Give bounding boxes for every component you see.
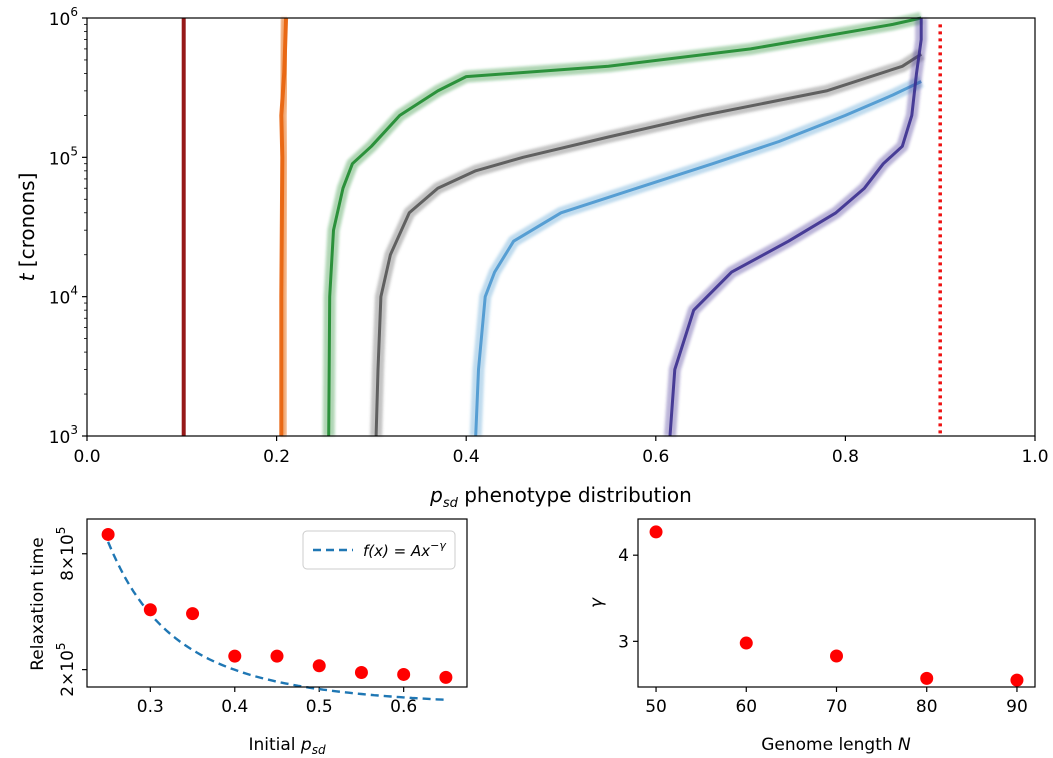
main-y-ticks: 103 104 105 106 [49, 5, 87, 448]
br-y-tick-label: 3 [618, 632, 629, 652]
gamma-point [649, 525, 663, 539]
bl-y-ticks: 2×105 8×105 [54, 527, 87, 697]
relaxation-point [186, 607, 200, 621]
main-y-tick-label: 103 [49, 423, 78, 448]
fit-curve [106, 541, 446, 701]
bl-x-ticks: 0.3 0.4 0.5 0.6 [137, 687, 417, 717]
series-4-band [469, 76, 924, 437]
legend-box [302, 530, 456, 570]
gamma-point [1010, 673, 1024, 687]
main-plot-frame [86, 17, 1036, 437]
main-x-tick-label: 0.8 [832, 447, 859, 467]
bl-x-tick-label: 0.6 [390, 697, 417, 717]
br-plot-frame [637, 518, 1036, 688]
series-1-core [279, 17, 289, 436]
br-x-ticks: 50 60 70 80 90 [645, 687, 1028, 717]
main-x-ticks: 0.0 0.2 0.4 0.6 0.8 1.0 [73, 436, 1049, 467]
bl-x-tick-label: 0.4 [221, 697, 248, 717]
br-y-tick-label: 4 [618, 546, 629, 566]
main-x-axis-title: psd phenotype distribution [429, 483, 692, 511]
bl-plot-frame [86, 518, 468, 688]
gamma-point [739, 636, 753, 650]
main-x-tick-label: 0.2 [263, 447, 290, 467]
relaxation-point [312, 659, 326, 673]
bl-y-tick-label: 8×105 [54, 527, 78, 581]
relaxation-point [270, 649, 284, 663]
main-series-layer [178, 12, 928, 437]
bl-points [101, 527, 453, 684]
br-x-tick-label: 70 [826, 697, 848, 717]
br-points [649, 525, 1024, 687]
relaxation-point [143, 603, 157, 617]
bl-y-tick-label: 2×105 [54, 642, 78, 696]
relaxation-point [397, 667, 411, 681]
main-heatmap-panel: 0.0 0.2 0.4 0.6 0.8 1.0 103 104 105 106 psd phen… [15, 5, 1049, 511]
relaxation-point [439, 670, 453, 684]
main-y-tick-label: 104 [49, 284, 78, 309]
main-y-tick-label: 105 [49, 144, 78, 169]
main-x-tick-label: 0.4 [453, 447, 480, 467]
series-5-core [668, 18, 923, 437]
main-y-tick-label: 106 [49, 5, 78, 30]
relaxation-point [354, 666, 368, 680]
relaxation-time-panel: 0.3 0.4 0.5 0.6 2×105 8×105 f(x) = Ax−γ Init… [28, 518, 468, 757]
main-x-tick-label: 0.6 [642, 447, 669, 467]
br-x-tick-label: 60 [735, 697, 757, 717]
br-y-axis-title: γ [587, 597, 607, 608]
bl-x-axis-title: Initial psd [248, 735, 326, 757]
br-y-ticks: 34 [618, 546, 638, 652]
legend: f(x) = Ax−γ [302, 530, 456, 570]
series-2-band [322, 12, 923, 437]
br-x-tick-label: 80 [916, 697, 938, 717]
gamma-panel: 50 60 70 80 90 34 Genome length N γ [587, 518, 1036, 755]
relaxation-point [101, 527, 115, 541]
relaxation-point [228, 649, 242, 663]
main-x-tick-label: 0.0 [73, 447, 100, 467]
gamma-point [920, 671, 934, 685]
series-2-core [327, 16, 922, 437]
bl-x-tick-label: 0.3 [137, 697, 164, 717]
gamma-point [830, 649, 843, 663]
br-x-tick-label: 50 [645, 697, 667, 717]
bl-x-tick-label: 0.5 [306, 697, 333, 717]
br-x-tick-label: 90 [1006, 697, 1028, 717]
series-3-core [374, 52, 923, 437]
main-x-tick-label: 1.0 [1021, 447, 1048, 467]
series-5-band [664, 18, 928, 437]
main-y-axis-title: t [cronons] [15, 173, 39, 282]
bl-y-axis-title: Relaxation time [28, 537, 48, 671]
series-4-core [474, 80, 922, 437]
br-x-axis-title: Genome length N [761, 735, 911, 755]
legend-label: f(x) = Ax−γ [363, 539, 446, 560]
